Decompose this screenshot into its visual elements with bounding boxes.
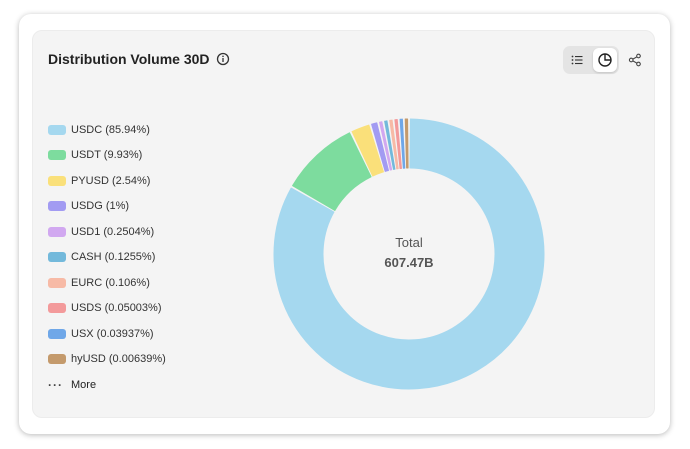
legend-item[interactable]: CASH (0.1255%) (48, 245, 166, 271)
legend-label: USDG (1%) (71, 200, 130, 213)
legend-label: USDC (85.94%) (71, 123, 150, 136)
donut-slice-hyusd[interactable] (404, 118, 409, 169)
donut-chart (273, 118, 545, 390)
legend-label: hyUSD (0.00639%) (71, 353, 166, 366)
legend-label: PYUSD (2.54%) (71, 174, 151, 187)
share-icon (628, 53, 641, 67)
card-header: Distribution Volume 30D (48, 51, 230, 67)
legend-label: USX (0.03937%) (71, 327, 154, 340)
legend-label: USDT (9.93%) (71, 149, 143, 162)
donut-slice-usdc[interactable] (273, 118, 545, 390)
donut-slice-pyusd[interactable] (351, 124, 384, 177)
legend-item[interactable]: USDG (1%) (48, 194, 166, 220)
legend-swatch (48, 226, 66, 237)
legend-item[interactable]: USDS (0.05003%) (48, 296, 166, 322)
total-label: Total (395, 235, 423, 250)
list-view-button[interactable] (565, 48, 589, 72)
legend-swatch (48, 328, 66, 339)
legend-item[interactable]: PYUSD (2.54%) (48, 168, 166, 194)
donut-slice-eurc[interactable] (389, 119, 399, 170)
donut-slice-usdt[interactable] (292, 132, 372, 211)
legend-label: EURC (0.106%) (71, 276, 150, 289)
distribution-card: Distribution Volume 30D (32, 30, 655, 418)
donut-slice-usd1[interactable] (379, 121, 393, 171)
legend-item[interactable]: EURC (0.106%) (48, 270, 166, 296)
legend-swatch (48, 354, 66, 365)
donut-slice-cash[interactable] (384, 120, 396, 170)
legend-swatch (48, 201, 66, 212)
share-button[interactable] (625, 50, 645, 70)
more-label: More (71, 378, 97, 391)
legend-swatch (48, 175, 66, 186)
legend-item[interactable]: USD1 (0.2504%) (48, 219, 166, 245)
legend-swatch (48, 303, 66, 314)
pie-view-button[interactable] (593, 48, 617, 72)
info-icon[interactable] (216, 52, 230, 66)
legend-swatch (48, 252, 66, 263)
legend-label: USDS (0.05003%) (71, 302, 162, 315)
donut-slice-usdg[interactable] (371, 122, 389, 172)
legend-item[interactable]: USDC (85.94%) (48, 117, 166, 143)
more-button[interactable]: ··· More (48, 372, 166, 398)
legend-swatch (48, 124, 66, 135)
card-title: Distribution Volume 30D (48, 51, 210, 67)
chart-legend: USDC (85.94%) USDT (9.93%) PYUSD (2.54%) US… (48, 117, 166, 398)
donut-slice-usx[interactable] (399, 118, 406, 169)
pie-chart-icon (598, 53, 612, 67)
view-toggle (563, 46, 619, 74)
list-icon (571, 55, 583, 65)
legend-label: CASH (0.1255%) (71, 251, 156, 264)
legend-item[interactable]: hyUSD (0.00639%) (48, 347, 166, 373)
legend-item[interactable]: USDT (9.93%) (48, 143, 166, 169)
legend-swatch (48, 277, 66, 288)
total-value: 607.47B (384, 255, 434, 270)
legend-label: USD1 (0.2504%) (71, 225, 155, 238)
legend-swatch (48, 150, 66, 161)
donut-slice-usds[interactable] (394, 119, 403, 169)
legend-item[interactable]: USX (0.03937%) (48, 321, 166, 347)
